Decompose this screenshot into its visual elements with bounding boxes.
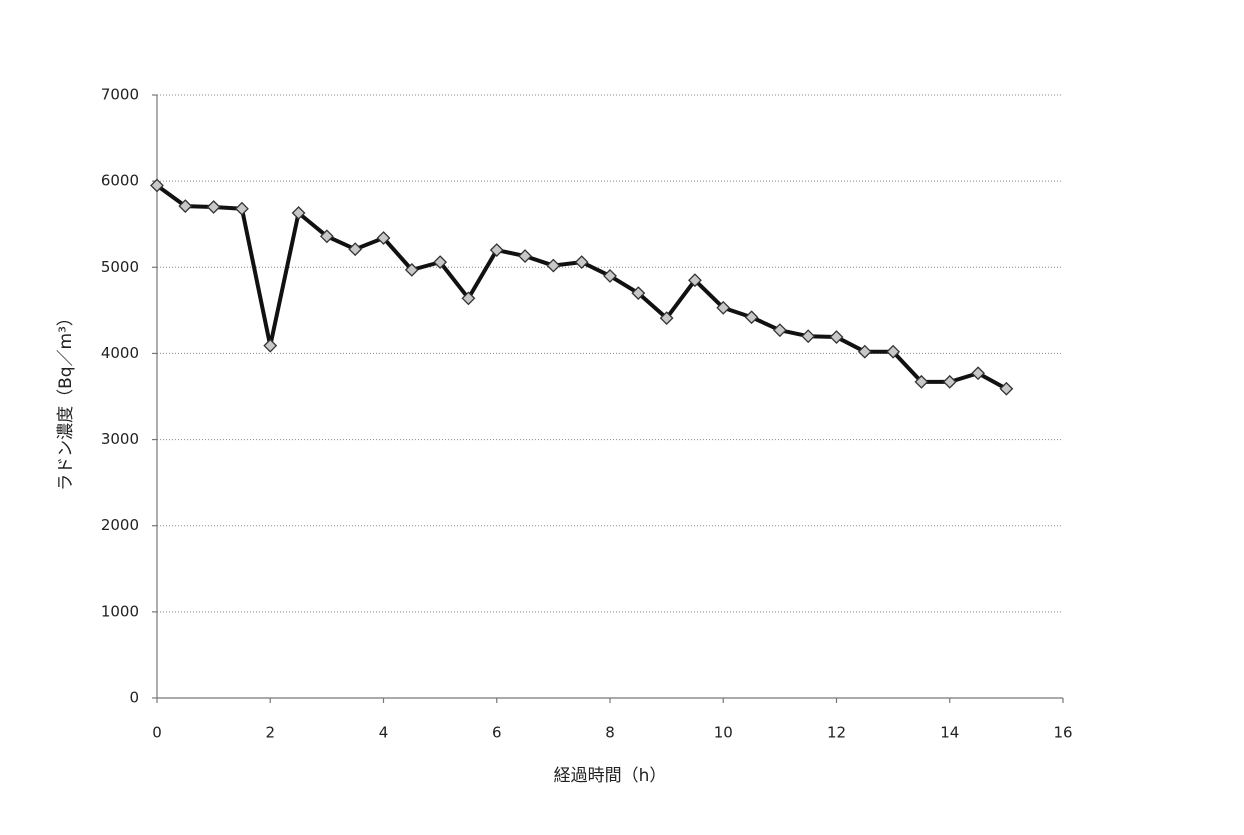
data-marker — [774, 324, 786, 336]
x-tick-label: 10 — [714, 724, 733, 742]
x-tick-label: 14 — [940, 724, 959, 742]
data-marker — [208, 201, 220, 213]
x-tick-label: 16 — [1053, 724, 1072, 742]
y-tick-label: 4000 — [101, 344, 139, 362]
y-tick-label: 3000 — [101, 430, 139, 448]
x-tick-label: 4 — [379, 724, 389, 742]
x-tick-label: 2 — [265, 724, 275, 742]
y-tick-label: 6000 — [101, 172, 139, 190]
x-tick-label: 6 — [492, 724, 502, 742]
y-axis-label: ラドン濃度（Bq／m³） — [56, 309, 76, 491]
data-line — [157, 185, 1006, 388]
data-marker — [349, 243, 361, 255]
x-tick-label: 0 — [152, 724, 162, 742]
data-marker — [802, 330, 814, 342]
x-tick-label: 12 — [827, 724, 846, 742]
y-tick-label: 2000 — [101, 516, 139, 534]
data-marker — [236, 203, 248, 215]
data-marker — [547, 260, 559, 272]
data-marker — [519, 250, 531, 262]
x-axis-label: 経過時間（h） — [554, 766, 667, 786]
y-tick-label: 5000 — [101, 258, 139, 276]
data-marker — [746, 311, 758, 323]
data-marker — [944, 376, 956, 388]
y-tick-label: 0 — [129, 689, 139, 707]
y-tick-label: 7000 — [101, 86, 139, 104]
y-tick-label: 1000 — [101, 602, 139, 620]
x-tick-label: 8 — [605, 724, 615, 742]
data-marker — [264, 340, 276, 352]
